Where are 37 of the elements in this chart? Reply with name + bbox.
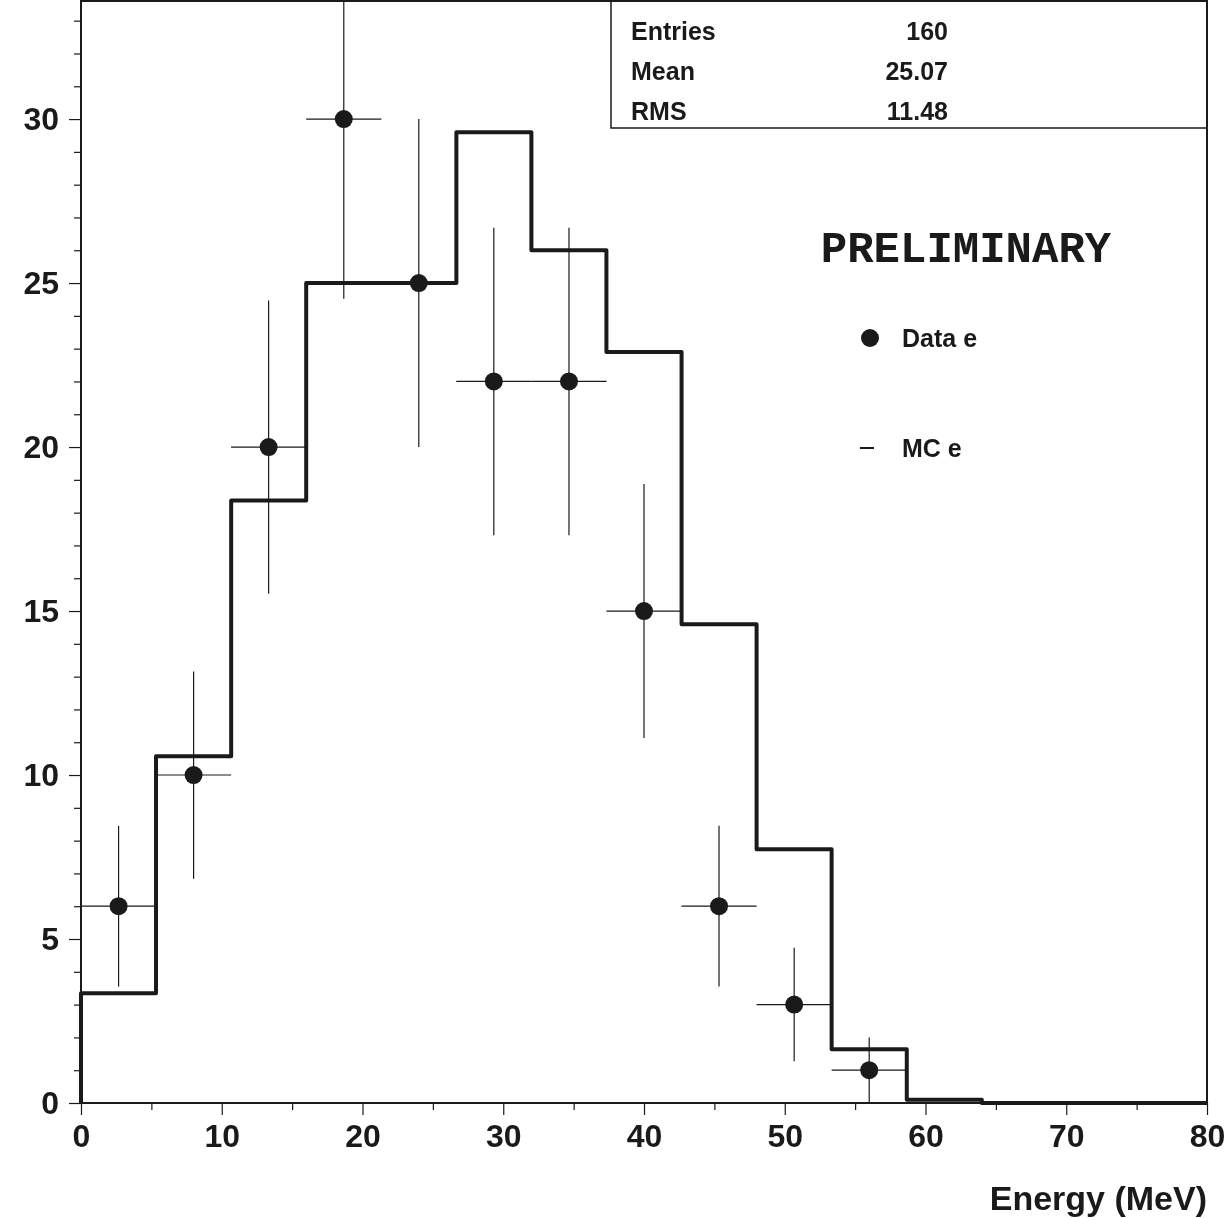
y-tick-label: 5 [41, 920, 59, 957]
x-tick-label: 30 [485, 1118, 522, 1154]
point [334, 110, 353, 129]
x-tick-label: 40 [626, 1118, 663, 1154]
point [484, 372, 503, 391]
y-tick-label: 0 [41, 1084, 59, 1121]
x-tick-label: 70 [1048, 1118, 1085, 1154]
y-tick-label: 20 [23, 428, 59, 465]
point [109, 897, 128, 916]
x-tick-label: 50 [767, 1118, 804, 1154]
point [559, 372, 578, 391]
point [259, 438, 278, 457]
point [635, 602, 653, 621]
annotation: Entries [631, 17, 716, 45]
annotation: RMS [631, 97, 687, 125]
y-tick-label: 30 [23, 100, 59, 137]
y-tick-label: 10 [23, 756, 59, 793]
x-tick-label: 20 [345, 1118, 381, 1154]
legend-label: MC e [902, 434, 962, 462]
legend-label: Data e [902, 324, 978, 352]
x-tick-label: 10 [204, 1118, 241, 1154]
y-tick-label: 15 [23, 592, 59, 629]
point [710, 897, 729, 916]
annotation: 25.07 [885, 57, 948, 85]
x-tick-label: 60 [908, 1118, 944, 1154]
x-axis-title: Energy (MeV) [989, 1179, 1207, 1217]
point [184, 766, 203, 785]
annotation: Mean [631, 57, 695, 85]
annotation: 160 [906, 17, 948, 45]
x-tick-label: 0 [72, 1118, 91, 1154]
point [409, 274, 428, 293]
x-tick-label: 80 [1189, 1118, 1226, 1154]
annotation: PRELIMINARY [820, 225, 1112, 275]
point [785, 995, 804, 1014]
point [860, 1061, 879, 1080]
y-tick-label: 25 [23, 264, 59, 301]
annotation: 11.48 [886, 97, 949, 125]
